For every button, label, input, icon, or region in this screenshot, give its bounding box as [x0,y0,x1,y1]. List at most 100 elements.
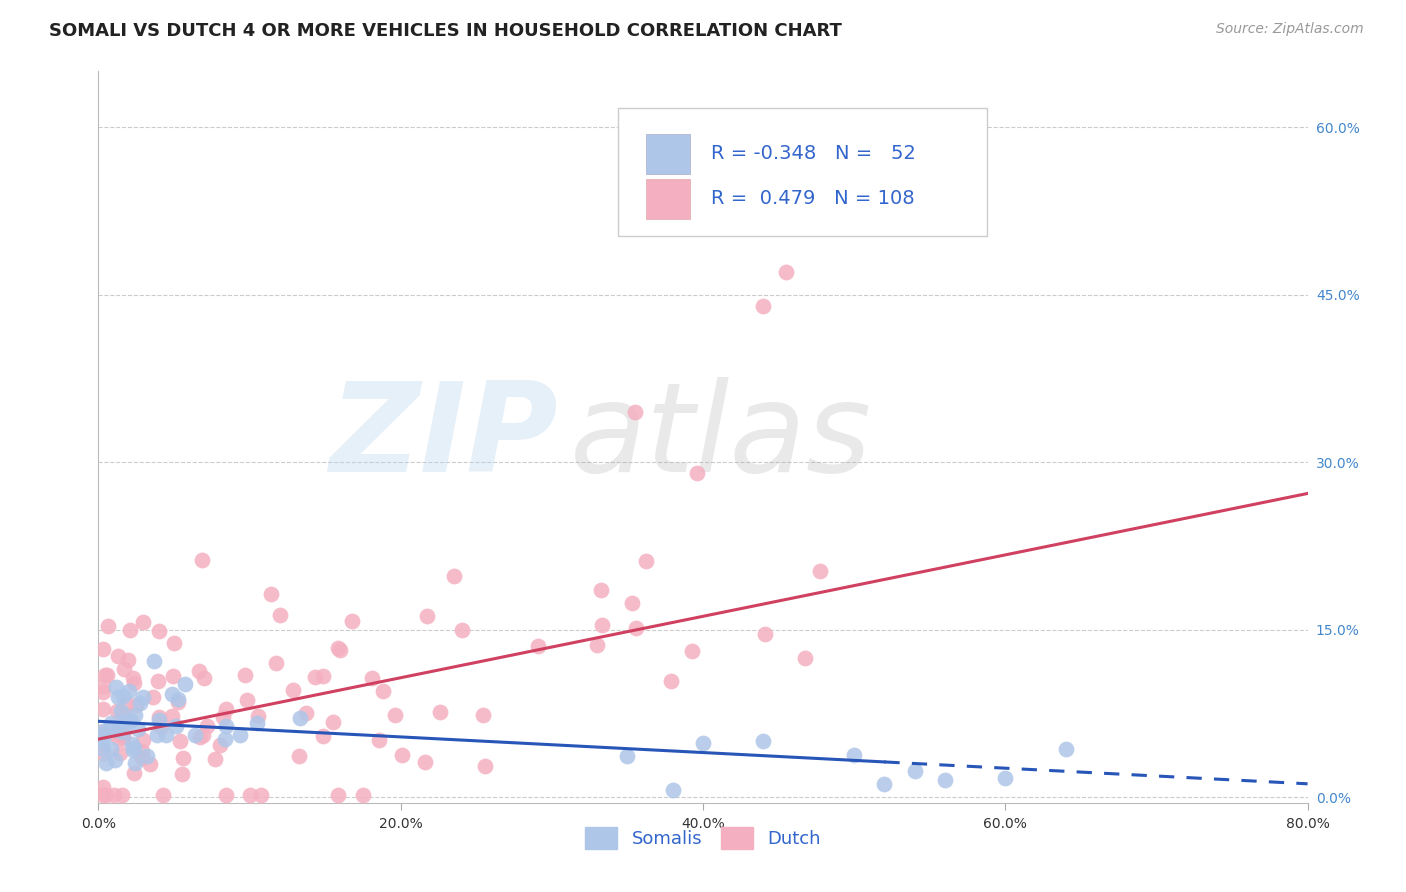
Bar [647,179,690,219]
Point [165,719,187,733]
Point [101,720,124,734]
Point [904,764,927,778]
Point [692,736,714,750]
Point [236,693,259,707]
Point [304,670,326,684]
Point [118,683,141,698]
Point [111,728,134,742]
Point [105,680,128,694]
Point [91,685,114,699]
Point [214,719,236,733]
Point [294,706,316,720]
Point [131,744,153,758]
Point [288,749,311,764]
Point [122,740,145,755]
Point [124,708,146,723]
Point [91,724,114,739]
Point [312,729,335,743]
Point [188,731,211,745]
Point [193,671,215,685]
Point [104,753,127,767]
Point [114,698,136,712]
Text: atlas: atlas [569,376,872,498]
Point [94,756,117,771]
Point [1054,741,1077,756]
Point [100,716,122,731]
Point [122,671,145,685]
Point [269,607,291,622]
Point [110,746,132,760]
Point [93,668,115,682]
Point [312,669,335,683]
Point [91,728,114,742]
Point [775,265,797,279]
Point [229,728,252,742]
FancyBboxPatch shape [619,108,987,235]
Point [204,751,226,765]
Point [136,749,159,764]
Point [260,587,283,601]
Point [146,674,169,689]
Point [166,695,188,709]
Point [91,733,114,747]
Point [215,788,238,802]
Point [142,690,165,704]
Point [361,671,384,685]
Point [132,690,155,704]
Point [191,553,214,567]
Text: R =  0.479   N = 108: R = 0.479 N = 108 [711,189,915,209]
Point [103,788,125,802]
Point [752,734,775,748]
Point [592,617,614,632]
Point [342,615,364,629]
Point [91,780,114,794]
Point [322,714,344,729]
Point [127,722,149,736]
Point [214,731,236,746]
Point [264,656,287,670]
Point [195,719,218,733]
Point [112,706,135,721]
Point [233,668,256,682]
Point [621,596,644,610]
Point [162,669,184,683]
Point [96,788,118,802]
Point [373,684,395,698]
Point [212,710,235,724]
Point [110,704,132,718]
Point [589,583,612,598]
Point [451,624,474,638]
Point [616,748,638,763]
Point [167,692,190,706]
Point [155,728,177,742]
Point [659,673,682,688]
Point [183,728,205,742]
Point [391,748,413,763]
Point [527,639,550,653]
Point [129,696,152,710]
Point [187,664,209,678]
Point [160,687,183,701]
Point [107,648,129,663]
Point [160,708,183,723]
Point [173,677,195,691]
Point [111,689,134,703]
Point [112,662,135,676]
Point [661,783,683,797]
Point [290,711,312,725]
Point [91,702,114,716]
Point [647,193,669,207]
Point [120,714,142,729]
Point [148,624,170,638]
Point [91,742,114,756]
Point [146,728,169,742]
Point [112,731,135,745]
Point [104,723,127,737]
Point [100,742,122,756]
Point [111,788,134,802]
Point [91,746,114,760]
Point [121,743,143,757]
Point [143,654,166,668]
Point [844,748,866,763]
Point [97,618,120,632]
